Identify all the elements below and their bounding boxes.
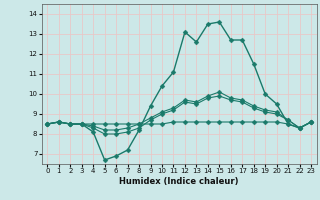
X-axis label: Humidex (Indice chaleur): Humidex (Indice chaleur) — [119, 177, 239, 186]
